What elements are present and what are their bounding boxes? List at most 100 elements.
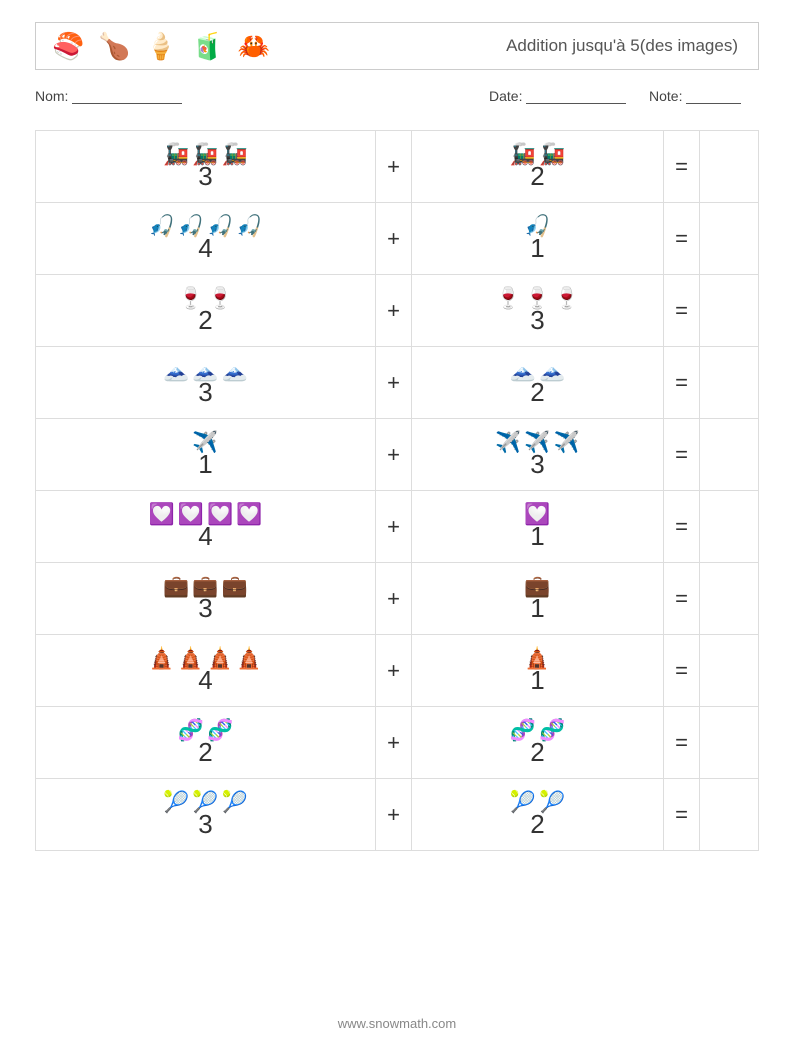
plus-cell-symbol: + (387, 154, 400, 179)
answer-cell[interactable] (700, 563, 759, 635)
operand-cell: 💼💼💼3 (36, 563, 376, 635)
plus-cell: + (376, 491, 412, 563)
operand-number: 4 (198, 667, 212, 693)
plane-icon: ✈️ (495, 432, 521, 453)
temple-icon: 🛕 (236, 648, 262, 669)
plus-cell: + (376, 419, 412, 491)
equals-cell: = (664, 347, 700, 419)
cup-icon: 🍷 (554, 288, 580, 309)
label-note: Note: (649, 88, 682, 104)
operand-cell: 🚂🚂2 (412, 131, 664, 203)
operand-number: 2 (198, 307, 212, 333)
operand-cell: 🍷🍷2 (36, 275, 376, 347)
answer-cell[interactable] (700, 203, 759, 275)
cup-icon: 🍷 (495, 288, 521, 309)
plus-cell: + (376, 779, 412, 851)
plus-cell-symbol: + (387, 298, 400, 323)
plus-cell: + (376, 131, 412, 203)
operand-cell: ✈️1 (36, 419, 376, 491)
operand-cell: 🚂🚂🚂3 (36, 131, 376, 203)
operand-number: 2 (530, 811, 544, 837)
tennis-ball-icon: 🎾 (163, 792, 189, 813)
plus-cell: + (376, 203, 412, 275)
equals-cell: = (664, 419, 700, 491)
problems-table: 🚂🚂🚂3+🚂🚂2=🎣🎣🎣🎣4+🎣1=🍷🍷2+🍷🍷🍷3=🗻🗻🗻3+🗻🗻2=✈️1+… (35, 130, 759, 851)
header-icon-3: 🧃 (191, 33, 223, 59)
equals-cell: = (664, 491, 700, 563)
answer-cell[interactable] (700, 275, 759, 347)
equals-cell: = (664, 275, 700, 347)
operand-cell: 🛕🛕🛕🛕4 (36, 635, 376, 707)
operand-cell: 🧬🧬2 (36, 707, 376, 779)
operand-number: 2 (530, 163, 544, 189)
header-icon-0: 🍣 (52, 33, 84, 59)
temple-icon: 🛕 (149, 648, 175, 669)
operand-number: 3 (198, 163, 212, 189)
operand-number: 2 (198, 739, 212, 765)
float-icon: 🎣 (236, 216, 262, 237)
operand-number: 2 (530, 739, 544, 765)
meta-date: Date: (489, 88, 649, 104)
footer-url: www.snowmath.com (0, 1016, 794, 1031)
answer-cell[interactable] (700, 131, 759, 203)
train-icon: 🚂 (222, 144, 248, 165)
header-icon-4: 🦀 (238, 33, 270, 59)
mountain-icon: 🗻 (163, 360, 189, 381)
plus-cell-symbol: + (387, 442, 400, 467)
operand-cell: 🎾🎾2 (412, 779, 664, 851)
plus-cell: + (376, 707, 412, 779)
note-blank[interactable] (686, 92, 741, 104)
plus-cell: + (376, 347, 412, 419)
equals-cell-symbol: = (675, 514, 688, 539)
table-row: 🍷🍷2+🍷🍷🍷3= (36, 275, 759, 347)
operand-cell: 🗻🗻2 (412, 347, 664, 419)
operand-number: 3 (198, 595, 212, 621)
answer-cell[interactable] (700, 491, 759, 563)
answer-cell[interactable] (700, 635, 759, 707)
equals-cell: = (664, 131, 700, 203)
plus-cell-symbol: + (387, 586, 400, 611)
answer-cell[interactable] (700, 419, 759, 491)
header-icon-1: 🍗 (98, 33, 130, 59)
label-nom: Nom: (35, 88, 68, 104)
plus-cell-symbol: + (387, 226, 400, 251)
meta-row: Nom: Date: Note: (35, 88, 759, 104)
table-row: 🎣🎣🎣🎣4+🎣1= (36, 203, 759, 275)
operand-cell: 💟1 (412, 491, 664, 563)
operand-cell: 🎣1 (412, 203, 664, 275)
equals-cell-symbol: = (675, 658, 688, 683)
plus-cell-symbol: + (387, 730, 400, 755)
equals-cell-symbol: = (675, 298, 688, 323)
operand-number: 2 (530, 379, 544, 405)
operand-number: 1 (530, 595, 544, 621)
equals-cell-symbol: = (675, 370, 688, 395)
worksheet-header: 🍣🍗🍦🧃🦀 Addition jusqu'à 5(des images) (35, 22, 759, 70)
table-row: 💟💟💟💟4+💟1= (36, 491, 759, 563)
plus-cell-symbol: + (387, 658, 400, 683)
operand-number: 3 (530, 307, 544, 333)
operand-number: 1 (530, 235, 544, 261)
operand-number: 4 (198, 523, 212, 549)
answer-cell[interactable] (700, 707, 759, 779)
meta-note: Note: (649, 88, 759, 104)
equals-cell: = (664, 635, 700, 707)
table-row: 🎾🎾🎾3+🎾🎾2= (36, 779, 759, 851)
answer-cell[interactable] (700, 347, 759, 419)
operand-number: 1 (530, 523, 544, 549)
table-row: 🧬🧬2+🧬🧬2= (36, 707, 759, 779)
equals-cell: = (664, 203, 700, 275)
equals-cell: = (664, 779, 700, 851)
briefcase-icon: 💼 (163, 576, 189, 597)
operand-cell: ✈️✈️✈️3 (412, 419, 664, 491)
operand-cell: 💟💟💟💟4 (36, 491, 376, 563)
name-blank[interactable] (72, 92, 182, 104)
plus-cell: + (376, 635, 412, 707)
equals-cell-symbol: = (675, 730, 688, 755)
heart-card-icon: 💟 (236, 504, 262, 525)
operand-cell: 🎾🎾🎾3 (36, 779, 376, 851)
equals-cell: = (664, 707, 700, 779)
plus-cell-symbol: + (387, 514, 400, 539)
date-blank[interactable] (526, 92, 626, 104)
answer-cell[interactable] (700, 779, 759, 851)
equals-cell-symbol: = (675, 442, 688, 467)
